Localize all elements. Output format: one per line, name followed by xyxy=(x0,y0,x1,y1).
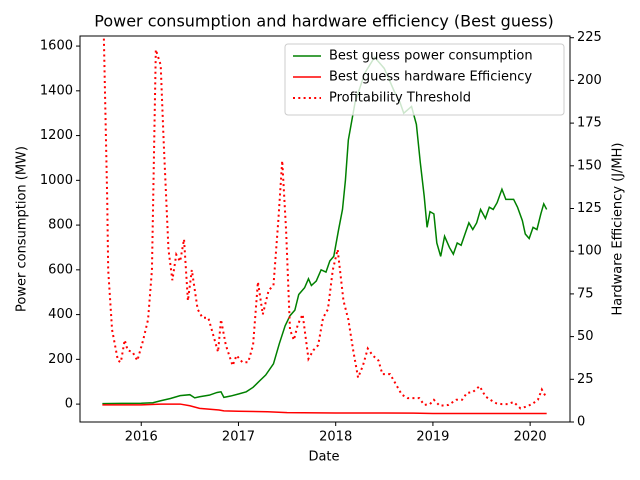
y-tick-label: 400 xyxy=(48,307,73,322)
series-line xyxy=(102,403,547,415)
y2-axis-label: Hardware Efficiency (J/MH) xyxy=(611,143,626,316)
chart-title: Power consumption and hardware efficienc… xyxy=(94,12,553,31)
y-tick-label: 1600 xyxy=(40,39,73,54)
y2-tick-label: 225 xyxy=(577,30,602,45)
y-tick-label: 600 xyxy=(48,262,73,277)
y2-tick-label: 100 xyxy=(577,244,602,259)
y2-tick-label: 125 xyxy=(577,201,602,216)
y2-tick-label: 175 xyxy=(577,116,602,131)
x-tick-label: 2018 xyxy=(319,430,352,445)
x-tick-label: 2020 xyxy=(514,430,547,445)
legend-label: Best guess power consumption xyxy=(329,49,533,64)
x-tick-label: 2019 xyxy=(416,430,449,445)
y-tick-label: 800 xyxy=(48,218,73,233)
y-tick-label: 1400 xyxy=(40,83,73,98)
plot-frame xyxy=(79,35,571,423)
y2-tick-label: 50 xyxy=(577,329,594,344)
y2-tick-label: 150 xyxy=(577,158,602,173)
y-tick-label: 0 xyxy=(65,397,73,412)
y-axis-label: Power consumption (MW) xyxy=(15,146,30,312)
legend-box xyxy=(284,43,565,116)
x-axis-label: Date xyxy=(308,450,339,465)
legend-label: Profitability Threshold xyxy=(329,91,471,106)
y2-tick-label: 25 xyxy=(577,372,594,387)
legend-label: Best guess hardware Efficiency xyxy=(329,70,532,85)
x-tick-label: 2017 xyxy=(222,430,255,445)
y-tick-label: 1000 xyxy=(40,173,73,188)
x-tick-label: 2016 xyxy=(125,430,158,445)
y2-tick-label: 200 xyxy=(577,73,602,88)
y2-tick-label: 0 xyxy=(577,415,585,430)
y2-tick-label: 75 xyxy=(577,286,594,301)
y-tick-label: 200 xyxy=(48,352,73,367)
y-tick-label: 1200 xyxy=(40,128,73,143)
